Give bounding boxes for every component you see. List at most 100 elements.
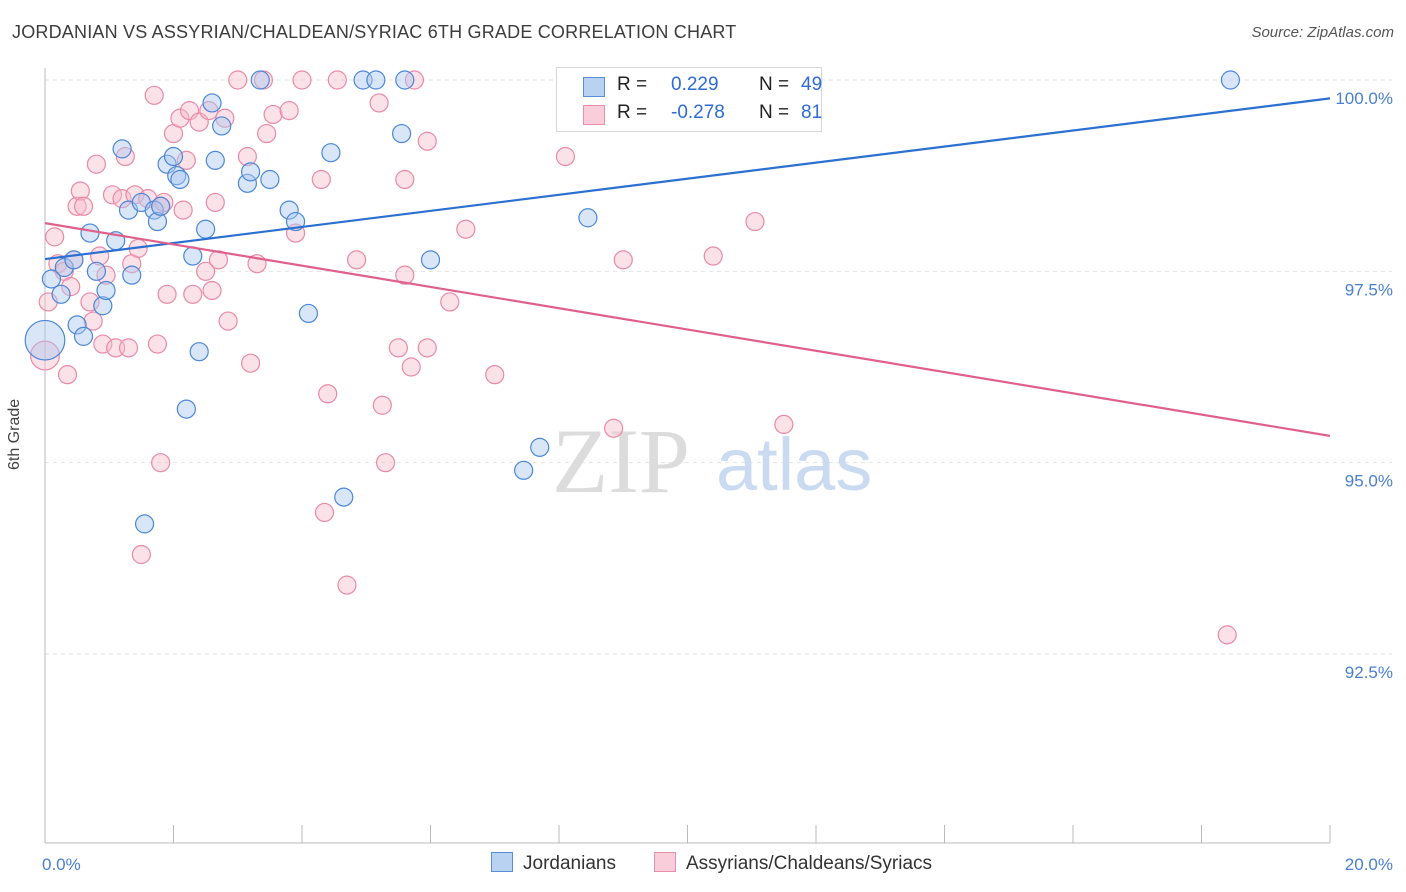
axes [44, 68, 1331, 844]
data-point-assyrians [183, 284, 203, 304]
data-point-assyrians [314, 502, 335, 523]
data-point-assyrians [613, 250, 633, 270]
data-point-assyrians [318, 384, 338, 404]
data-point-assyrians [86, 154, 107, 174]
data-point-jordanians [151, 196, 171, 216]
legend-item-assyrians: Assyrians/Chaldeans/Syriacs [654, 852, 932, 875]
data-point-assyrians [279, 101, 299, 121]
data-point-assyrians [456, 219, 476, 239]
legend-label-assyrians: Assyrians/Chaldeans/Syriacs [686, 853, 933, 874]
data-point-assyrians [327, 70, 347, 90]
data-point-jordanians [176, 399, 196, 419]
watermark-atlas: atlas [716, 423, 872, 506]
legend-n-label: N = [759, 102, 790, 123]
data-point-assyrians [703, 246, 723, 266]
data-point-assyrians [205, 192, 225, 213]
legend-swatch-blue [491, 852, 513, 872]
data-point-assyrians [1217, 625, 1237, 645]
data-point-assyrians [157, 284, 177, 304]
data-point-assyrians [404, 70, 425, 90]
data-point-assyrians [237, 146, 257, 167]
data-point-assyrians [70, 181, 90, 201]
data-point-jordanians [205, 150, 225, 170]
data-point-assyrians [83, 311, 103, 331]
data-point-jordanians [279, 200, 299, 220]
watermark-zip: ZIP [552, 410, 690, 512]
data-point-assyrians [417, 131, 437, 151]
stats-legend: R = 0.229 N = 49 R = -0.278 N = 81 [556, 67, 822, 132]
data-point-assyrians [337, 575, 357, 595]
data-point-assyrians [395, 265, 415, 285]
legend-swatch-pink [654, 852, 676, 872]
data-point-jordanians [147, 211, 168, 232]
data-point-assyrians [173, 200, 193, 220]
data-point-jordanians [67, 315, 87, 335]
legend-r-value: -0.278 [671, 102, 725, 123]
data-point-assyrians [80, 292, 100, 312]
data-point-jordanians [163, 146, 184, 167]
data-point-assyrians [555, 146, 576, 167]
data-point-jordanians [212, 116, 232, 136]
data-point-jordanians [64, 250, 84, 270]
data-point-assyrians [151, 453, 171, 473]
trend-line-jordanians [44, 97, 1331, 261]
legend-r-label: R = [617, 102, 648, 123]
data-point-jordanians [321, 143, 341, 163]
y-tick-label: 92.5% [1345, 663, 1393, 682]
data-point-assyrians [388, 338, 408, 358]
data-point-jordanians [112, 139, 132, 159]
data-point-jordanians [134, 514, 155, 534]
data-point-assyrians [257, 123, 277, 144]
data-point-assyrians [73, 196, 94, 216]
data-point-jordanians [1220, 70, 1241, 90]
y-tick-label: 95.0% [1345, 472, 1393, 491]
data-point-jordanians [41, 269, 62, 289]
data-point-assyrians [417, 338, 437, 358]
data-point-jordanians [73, 326, 94, 346]
data-point-jordanians [395, 70, 415, 90]
data-point-assyrians [292, 70, 312, 90]
trend-line-assyrians [44, 222, 1331, 437]
tick-labels: 92.5% 95.0% 97.5% 100.0% 0.0% 20.0% [42, 89, 1393, 874]
data-point-assyrians [196, 261, 216, 281]
legend-n-value: 49 [801, 74, 823, 95]
data-point-jordanians [24, 319, 66, 361]
data-point-assyrians [147, 334, 168, 354]
data-point-jordanians [366, 70, 386, 90]
data-point-jordanians [93, 296, 113, 316]
data-point-assyrians [375, 453, 396, 473]
data-point-assyrians [45, 227, 65, 247]
x-tick-label: 20.0% [1345, 855, 1393, 874]
data-point-assyrians [61, 277, 81, 297]
data-point-assyrians [372, 395, 392, 415]
y-tick-label: 100.0% [1335, 89, 1393, 108]
x-tick-label: 0.0% [42, 855, 81, 874]
data-point-assyrians [57, 365, 78, 385]
data-point-assyrians [102, 185, 123, 205]
data-point-jordanians [391, 123, 412, 144]
data-point-assyrians [112, 189, 132, 209]
data-point-jordanians [122, 265, 142, 285]
data-point-assyrians [369, 93, 389, 113]
data-point-assyrians [176, 150, 196, 170]
data-point-jordanians [260, 169, 280, 190]
data-point-jordanians [530, 437, 550, 457]
data-point-jordanians [202, 93, 222, 113]
legend-n-label: N = [759, 74, 790, 95]
y-tick-label: 97.5% [1345, 280, 1393, 299]
legend-swatch-blue [583, 77, 605, 97]
data-point-assyrians [311, 169, 331, 190]
data-point-assyrians [228, 70, 248, 90]
legend-r-value: 0.229 [671, 74, 719, 95]
data-point-assyrians [485, 365, 505, 385]
data-point-assyrians [395, 169, 415, 190]
data-point-assyrians [401, 357, 421, 377]
data-point-assyrians [263, 104, 283, 125]
legend-r-label: R = [617, 74, 648, 95]
data-point-assyrians [604, 418, 624, 438]
data-point-jordanians [96, 280, 116, 301]
data-point-assyrians [218, 311, 238, 331]
data-point-assyrians [170, 108, 190, 128]
data-point-jordanians [334, 487, 354, 507]
